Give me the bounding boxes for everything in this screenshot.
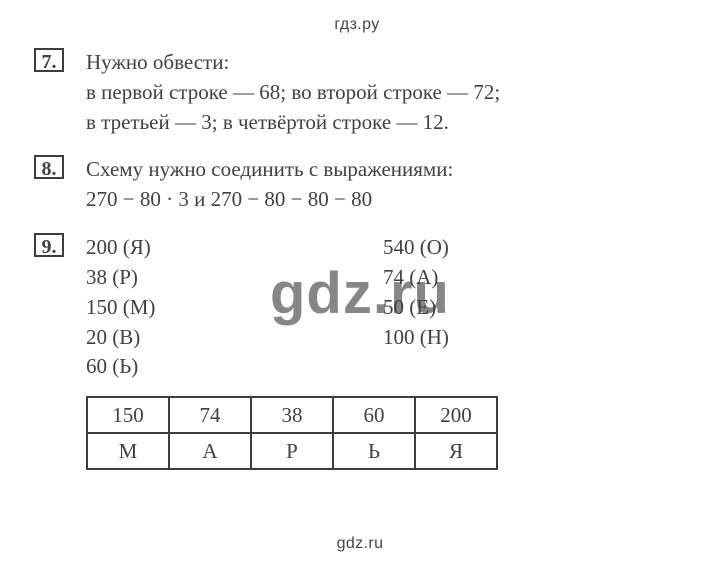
task-9: 9. 200 (Я) 38 (Р) 150 (М) 20 (В) 60 (Ь) …	[34, 233, 680, 382]
task-9-left-col: 200 (Я) 38 (Р) 150 (М) 20 (В) 60 (Ь)	[86, 233, 383, 382]
task-number-box: 7.	[34, 48, 64, 72]
task-7: 7. Нужно обвести: в первой строке — 68; …	[34, 48, 680, 137]
cell-r1c2: 74	[169, 397, 251, 433]
task-8-body: Схему нужно соединить с выражениями: 270…	[86, 155, 680, 215]
cell-r2c5: Я	[415, 433, 497, 469]
t9-right-2: 50 (Е)	[383, 293, 680, 323]
cell-r2c1: М	[87, 433, 169, 469]
task-7-body: Нужно обвести: в первой строке — 68; во …	[86, 48, 680, 137]
site-footer: gdz.ru	[0, 535, 720, 553]
cell-r2c4: Ь	[333, 433, 415, 469]
t9-left-0: 200 (Я)	[86, 233, 383, 263]
t9-right-0: 540 (О)	[383, 233, 680, 263]
task-7-line3: в третьей — 3; в четвёртой строке — 12.	[86, 108, 680, 138]
t9-right-3: 100 (Н)	[383, 323, 680, 353]
task-number-box: 8.	[34, 155, 64, 179]
t9-left-2: 150 (М)	[86, 293, 383, 323]
task-9-table: 150 74 38 60 200 М А Р Ь Я	[86, 396, 498, 470]
t9-left-3: 20 (В)	[86, 323, 383, 353]
task-8-line2: 270 − 80 · 3 и 270 − 80 − 80 − 80	[86, 185, 680, 215]
task-9-body: 200 (Я) 38 (Р) 150 (М) 20 (В) 60 (Ь) 540…	[86, 233, 680, 382]
t9-left-4: 60 (Ь)	[86, 352, 383, 382]
cell-r2c2: А	[169, 433, 251, 469]
task-7-line1: Нужно обвести:	[86, 48, 680, 78]
task-8: 8. Схему нужно соединить с выражениями: …	[34, 155, 680, 215]
table-row: 150 74 38 60 200	[87, 397, 497, 433]
cell-r1c1: 150	[87, 397, 169, 433]
cell-r1c3: 38	[251, 397, 333, 433]
cell-r2c3: Р	[251, 433, 333, 469]
task-9-columns: 200 (Я) 38 (Р) 150 (М) 20 (В) 60 (Ь) 540…	[86, 233, 680, 382]
cell-r1c4: 60	[333, 397, 415, 433]
t9-left-1: 38 (Р)	[86, 263, 383, 293]
table-row: М А Р Ь Я	[87, 433, 497, 469]
cell-r1c5: 200	[415, 397, 497, 433]
task-7-line2: в первой строке — 68; во второй строке —…	[86, 78, 680, 108]
task-9-right-col: 540 (О) 74 (А) 50 (Е) 100 (Н)	[383, 233, 680, 382]
page: гдз.ру 7. Нужно обвести: в первой строке…	[0, 0, 720, 561]
site-header: гдз.ру	[34, 16, 680, 34]
task-number-box: 9.	[34, 233, 64, 257]
task-8-line1: Схему нужно соединить с выражениями:	[86, 155, 680, 185]
t9-right-1: 74 (А)	[383, 263, 680, 293]
